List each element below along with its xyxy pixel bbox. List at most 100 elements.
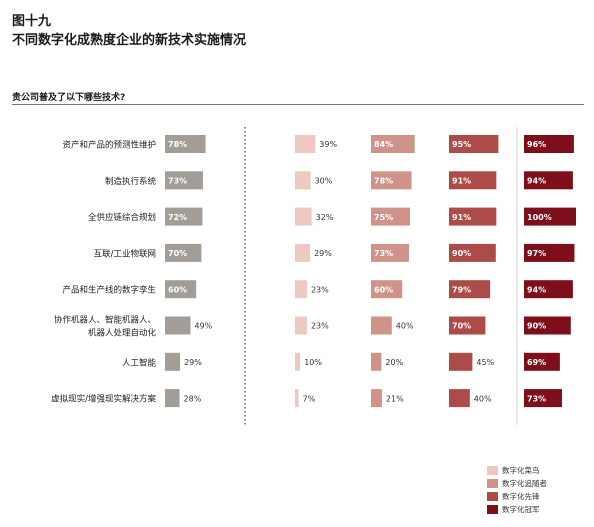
- data-label: 23%: [311, 285, 329, 294]
- data-label: 79%: [452, 285, 471, 294]
- data-label: 90%: [527, 322, 546, 331]
- data-label: 94%: [527, 177, 546, 186]
- bar-overall: [165, 171, 203, 190]
- data-label: 95%: [452, 140, 471, 149]
- category-label: 产品和生产线的数字孪生: [62, 285, 156, 296]
- bar-overall: [165, 280, 197, 299]
- category-label: 虚拟现实/增强现实解决方案: [51, 394, 156, 405]
- bar-group-4: [524, 389, 562, 408]
- data-label: 23%: [311, 322, 329, 331]
- bar-group-1: [295, 207, 312, 226]
- data-label: 73%: [168, 177, 187, 186]
- bar-group-3: [449, 171, 497, 190]
- bar-group-3: [449, 389, 470, 408]
- bar-overall: [165, 389, 180, 408]
- legend-swatch: [487, 465, 498, 475]
- data-label: 39%: [319, 140, 337, 149]
- bar-group-4: [524, 352, 560, 371]
- data-label: 90%: [452, 249, 471, 258]
- bar-group-3: [449, 316, 486, 335]
- bar-group-2: [371, 171, 412, 190]
- data-label: 29%: [184, 358, 202, 367]
- bar-group-2: [371, 135, 415, 153]
- data-label: 21%: [386, 394, 404, 403]
- bar-group-2: [371, 280, 403, 299]
- bar-group-2: [371, 207, 410, 226]
- data-label: 7%: [303, 394, 316, 403]
- bar-overall: [165, 207, 203, 226]
- figure-number: 图十九: [12, 14, 52, 29]
- data-label: 32%: [316, 213, 334, 222]
- bar-overall: [165, 135, 206, 153]
- category-label: 机器人处理自动化: [88, 328, 157, 339]
- bar-group-4: [524, 316, 571, 335]
- data-label: 100%: [527, 213, 552, 222]
- data-label: 91%: [452, 213, 471, 222]
- data-label: 49%: [194, 322, 212, 331]
- legend-label: 数字化先锋: [502, 491, 540, 501]
- bar-overall: [165, 316, 191, 335]
- legend-item: 数字化追随者: [487, 477, 547, 489]
- category-label: 互联/工业物联网: [94, 248, 156, 259]
- chart-title: 不同数字化成熟度企业的新技术实施情况: [12, 33, 247, 48]
- bar-group-4: [524, 243, 575, 262]
- bar-group-3: [449, 243, 496, 262]
- bar-group-3: [449, 352, 473, 371]
- bar-group-4: [524, 171, 573, 190]
- data-label: 60%: [374, 285, 393, 294]
- survey-question: 贵公司普及了以下哪些技术?: [12, 93, 126, 103]
- bar-group-4: [524, 280, 573, 299]
- data-label: 40%: [474, 394, 492, 403]
- legend-label: 数字化追随者: [502, 478, 547, 488]
- bar-group-1: [295, 352, 301, 371]
- data-label: 72%: [168, 213, 187, 222]
- bar-group-2: [371, 316, 392, 335]
- category-label: 资产和产品的预测性维护: [62, 140, 156, 151]
- data-label: 96%: [527, 140, 546, 149]
- legend-item: 数字化菜鸟: [487, 464, 547, 476]
- data-label: 45%: [476, 358, 494, 367]
- data-label: 84%: [374, 140, 393, 149]
- bar-overall: [165, 243, 202, 262]
- legend-swatch: [487, 478, 498, 488]
- data-label: 30%: [315, 177, 333, 186]
- bar-group-3: [449, 135, 499, 153]
- legend-swatch: [487, 491, 498, 501]
- data-label: 28%: [184, 394, 202, 403]
- data-label: 78%: [374, 177, 393, 186]
- category-label: 人工智能: [122, 357, 157, 368]
- legend-item: 数字化先锋: [487, 490, 547, 502]
- bar-group-1: [295, 171, 311, 190]
- data-label: 69%: [527, 358, 546, 367]
- bar-group-1: [295, 389, 299, 408]
- legend: 数字化菜鸟数字化追随者 数字化先锋数字化冠军: [487, 464, 547, 516]
- category-label: 制造执行系统: [105, 176, 157, 187]
- data-label: 20%: [385, 358, 403, 367]
- bar-group-4: [524, 207, 576, 226]
- data-label: 75%: [374, 213, 393, 222]
- data-label: 70%: [452, 322, 471, 331]
- data-label: 40%: [396, 322, 414, 331]
- legend-label: 数字化冠军: [502, 504, 540, 514]
- data-label: 97%: [527, 249, 546, 258]
- bar-overall: [165, 352, 181, 371]
- data-label: 91%: [452, 177, 471, 186]
- legend-swatch: [487, 504, 498, 514]
- category-label: 全供应链综合规划: [88, 212, 156, 223]
- category-label: 协作机器人、智能机器人、: [54, 315, 156, 326]
- bar-group-3: [449, 207, 497, 226]
- legend-item: 数字化冠军: [487, 503, 547, 515]
- data-label: 10%: [304, 358, 322, 367]
- bar-group-4: [524, 135, 574, 153]
- bar-group-3: [449, 280, 491, 299]
- data-label: 94%: [527, 285, 546, 294]
- bar-group-1: [295, 280, 307, 299]
- bar-group-1: [295, 135, 316, 153]
- data-label: 29%: [314, 249, 332, 258]
- data-label: 60%: [168, 285, 187, 294]
- bar-group-1: [295, 243, 311, 262]
- legend-label: 数字化菜鸟: [502, 465, 540, 475]
- bar-group-2: [371, 243, 409, 262]
- bar-group-2: [371, 389, 382, 408]
